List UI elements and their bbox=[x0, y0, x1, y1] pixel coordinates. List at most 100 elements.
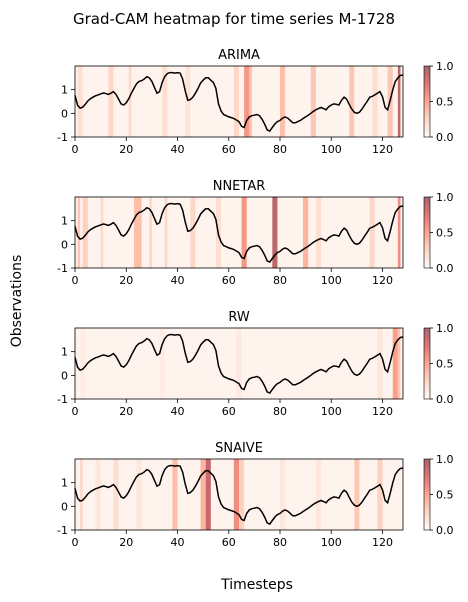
heatmap-strip bbox=[303, 197, 309, 268]
heatmap-background bbox=[75, 197, 403, 268]
panel-nnetar: NNETAR 0 20 40 60 80 100 120 -1 0 1 0.0 0.5 1.0 bbox=[57, 179, 453, 287]
heatmap-strip bbox=[82, 197, 88, 268]
axes-frame bbox=[74, 327, 404, 400]
heatmap-strip bbox=[77, 66, 83, 137]
panel-rw: RW 0 20 40 60 80 100 120 -1 0 1 0.0 0.5 1.0 bbox=[57, 310, 453, 418]
colorbar-tick-label: 0.0 bbox=[436, 262, 454, 275]
colorbar-tick-label: 1.0 bbox=[436, 191, 454, 204]
heatmap-strip bbox=[233, 459, 239, 530]
heatmap-strip bbox=[80, 459, 83, 530]
heatmap-strips bbox=[80, 459, 383, 530]
x-tick-label: 60 bbox=[222, 536, 236, 549]
colorbar-tick-label: 0.5 bbox=[436, 227, 454, 240]
x-tick-label: 0 bbox=[72, 274, 79, 287]
x-tick-label: 120 bbox=[372, 274, 393, 287]
heatmap-strip bbox=[372, 66, 378, 137]
panel-title: RW bbox=[228, 310, 250, 325]
heatmap-strip bbox=[133, 197, 142, 268]
heatmap-strip bbox=[241, 197, 247, 268]
axes-frame bbox=[74, 458, 404, 531]
y-tick-label: -1 bbox=[57, 524, 68, 537]
y-tick-label: 1 bbox=[61, 215, 68, 228]
colorbar bbox=[423, 196, 431, 269]
y-tick-label: -1 bbox=[57, 262, 68, 275]
colorbar-tick-label: 0.0 bbox=[436, 131, 454, 144]
y-tick-label: 1 bbox=[61, 477, 68, 490]
heatmap-strips bbox=[80, 328, 401, 399]
heatmap-strip bbox=[377, 459, 383, 530]
heatmap-strip bbox=[128, 66, 132, 137]
x-tick-label: 20 bbox=[119, 274, 133, 287]
x-tick-label: 0 bbox=[72, 143, 79, 156]
heatmap-strip bbox=[149, 197, 152, 268]
x-tick-label: 60 bbox=[222, 405, 236, 418]
y-tick-label: 1 bbox=[61, 346, 68, 359]
heatmap-strip bbox=[108, 66, 114, 137]
y-tick-label: 1 bbox=[61, 84, 68, 97]
heatmap-strip bbox=[172, 459, 178, 530]
panel-snaive: SNAIVE 0 20 40 60 80 100 120 -1 0 1 0.0 0.5 1.0 bbox=[57, 441, 453, 549]
heatmap-strip bbox=[244, 66, 250, 137]
panel-title: SNAIVE bbox=[215, 441, 263, 456]
heatmap-strip bbox=[315, 459, 321, 530]
panel-title: NNETAR bbox=[213, 179, 266, 194]
colorbar-tick-label: 0.0 bbox=[436, 393, 454, 406]
series-line bbox=[74, 71, 404, 133]
axes-frame bbox=[74, 196, 404, 269]
x-tick-label: 100 bbox=[321, 143, 342, 156]
x-tick-label: 80 bbox=[273, 143, 287, 156]
heatmap-strip bbox=[280, 66, 286, 137]
y-tick-label: 0 bbox=[61, 369, 68, 382]
heatmap-strips bbox=[77, 66, 401, 137]
heatmap-strip bbox=[162, 66, 168, 137]
x-tick-label: 20 bbox=[119, 143, 133, 156]
y-axis-label: Observations bbox=[9, 255, 25, 348]
x-tick-label: 60 bbox=[222, 274, 236, 287]
x-tick-label: 120 bbox=[372, 405, 393, 418]
x-tick-label: 100 bbox=[321, 274, 342, 287]
x-tick-label: 100 bbox=[321, 405, 342, 418]
heatmap-strip bbox=[233, 66, 239, 137]
colorbar-tick-label: 1.0 bbox=[436, 60, 454, 73]
series-line bbox=[74, 202, 404, 264]
heatmap-strip bbox=[100, 197, 104, 268]
heatmap-strip bbox=[315, 197, 321, 268]
series-line bbox=[74, 333, 404, 395]
y-tick-label: 0 bbox=[61, 238, 68, 251]
heatmap-strip bbox=[310, 66, 316, 137]
x-tick-label: 120 bbox=[372, 143, 393, 156]
x-tick-label: 40 bbox=[171, 536, 185, 549]
y-tick-label: -1 bbox=[57, 393, 68, 406]
heatmap-strip bbox=[136, 459, 142, 530]
colorbar-tick-label: 1.0 bbox=[436, 322, 454, 335]
heatmap-strip bbox=[95, 459, 101, 530]
heatmap-strip bbox=[369, 197, 375, 268]
heatmap-strip bbox=[397, 66, 401, 137]
x-tick-label: 60 bbox=[222, 143, 236, 156]
series-line bbox=[74, 464, 404, 526]
y-tick-label: -1 bbox=[57, 131, 68, 144]
panel-title: ARIMA bbox=[218, 48, 260, 63]
heatmap-strip bbox=[190, 197, 196, 268]
heatmap-strip bbox=[377, 328, 383, 399]
colorbar-tick-label: 0.5 bbox=[436, 96, 454, 109]
x-tick-label: 120 bbox=[372, 536, 393, 549]
axes-frame bbox=[74, 65, 404, 138]
colorbar bbox=[423, 65, 431, 138]
x-tick-label: 100 bbox=[321, 536, 342, 549]
x-tick-label: 20 bbox=[119, 536, 133, 549]
heatmap-strip bbox=[349, 66, 355, 137]
x-tick-label: 40 bbox=[171, 405, 185, 418]
heatmap-strip bbox=[185, 66, 191, 137]
figure-title: Grad-CAM heatmap for time series M-1728 bbox=[73, 10, 395, 28]
heatmap-strip bbox=[392, 328, 398, 399]
x-tick-label: 0 bbox=[72, 405, 79, 418]
colorbar bbox=[423, 327, 431, 400]
heatmap-strip bbox=[205, 459, 211, 530]
heatmap-strip bbox=[272, 197, 278, 268]
colorbar-tick-label: 0.0 bbox=[436, 524, 454, 537]
colorbar-tick-label: 0.5 bbox=[436, 489, 454, 502]
heatmap-strip bbox=[280, 459, 286, 530]
